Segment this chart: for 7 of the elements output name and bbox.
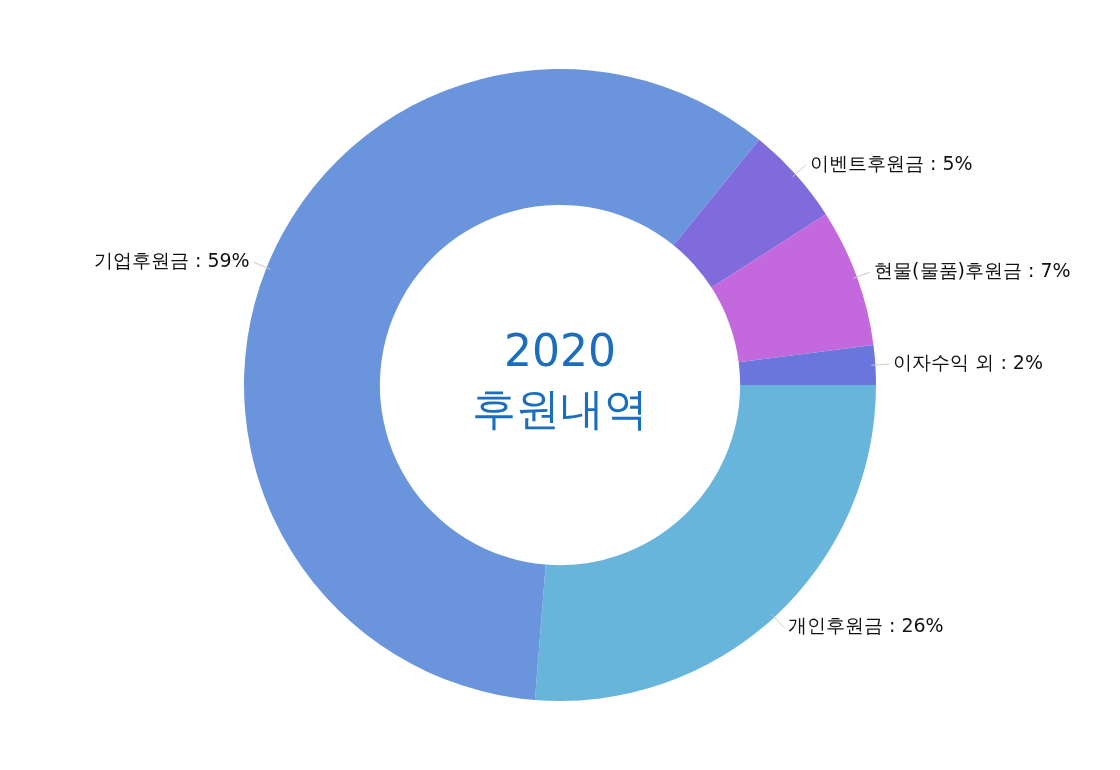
slice-label: 이자수익 외 : 2% [893, 351, 1044, 374]
text: 후원내역 [472, 383, 648, 435]
text: 2020 [504, 325, 616, 377]
slice-label: 기업후원금 : 59% [93, 249, 250, 272]
slice-label: 개인후원금 : 26% [787, 614, 944, 637]
slice-label: 현물(물품)후원금 : 7% [874, 259, 1071, 282]
slice-label: 이벤트후원금 : 5% [809, 151, 973, 174]
